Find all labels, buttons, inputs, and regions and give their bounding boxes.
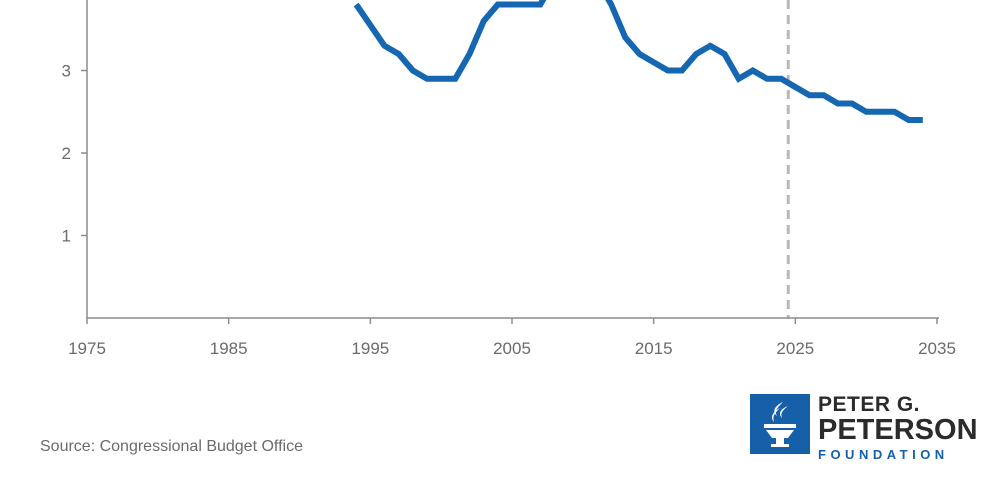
x-tick-label: 2035 (918, 339, 956, 358)
y-tick-label: 2 (62, 144, 71, 163)
y-tick-label: 3 (62, 62, 71, 81)
x-tick-label: 1995 (351, 339, 389, 358)
peterson-foundation-logo: PETER G. PETERSON FOUNDATION (750, 394, 978, 462)
x-tick-label: 1985 (210, 339, 248, 358)
source-note: Source: Congressional Budget Office (40, 438, 303, 455)
series-line-0 (353, 0, 923, 123)
logo-text-line2: PETERSON (818, 414, 978, 446)
x-tick-label: 2025 (776, 339, 814, 358)
torch-icon (750, 394, 810, 454)
y-tick-label: 1 (62, 227, 71, 246)
x-tick-label: 2015 (635, 339, 673, 358)
logo-text-line1: PETER G. (818, 393, 921, 416)
x-tick-label: 2005 (493, 339, 531, 358)
logo-text-line3: FOUNDATION (818, 447, 949, 462)
x-tick-label: 1975 (68, 339, 106, 358)
